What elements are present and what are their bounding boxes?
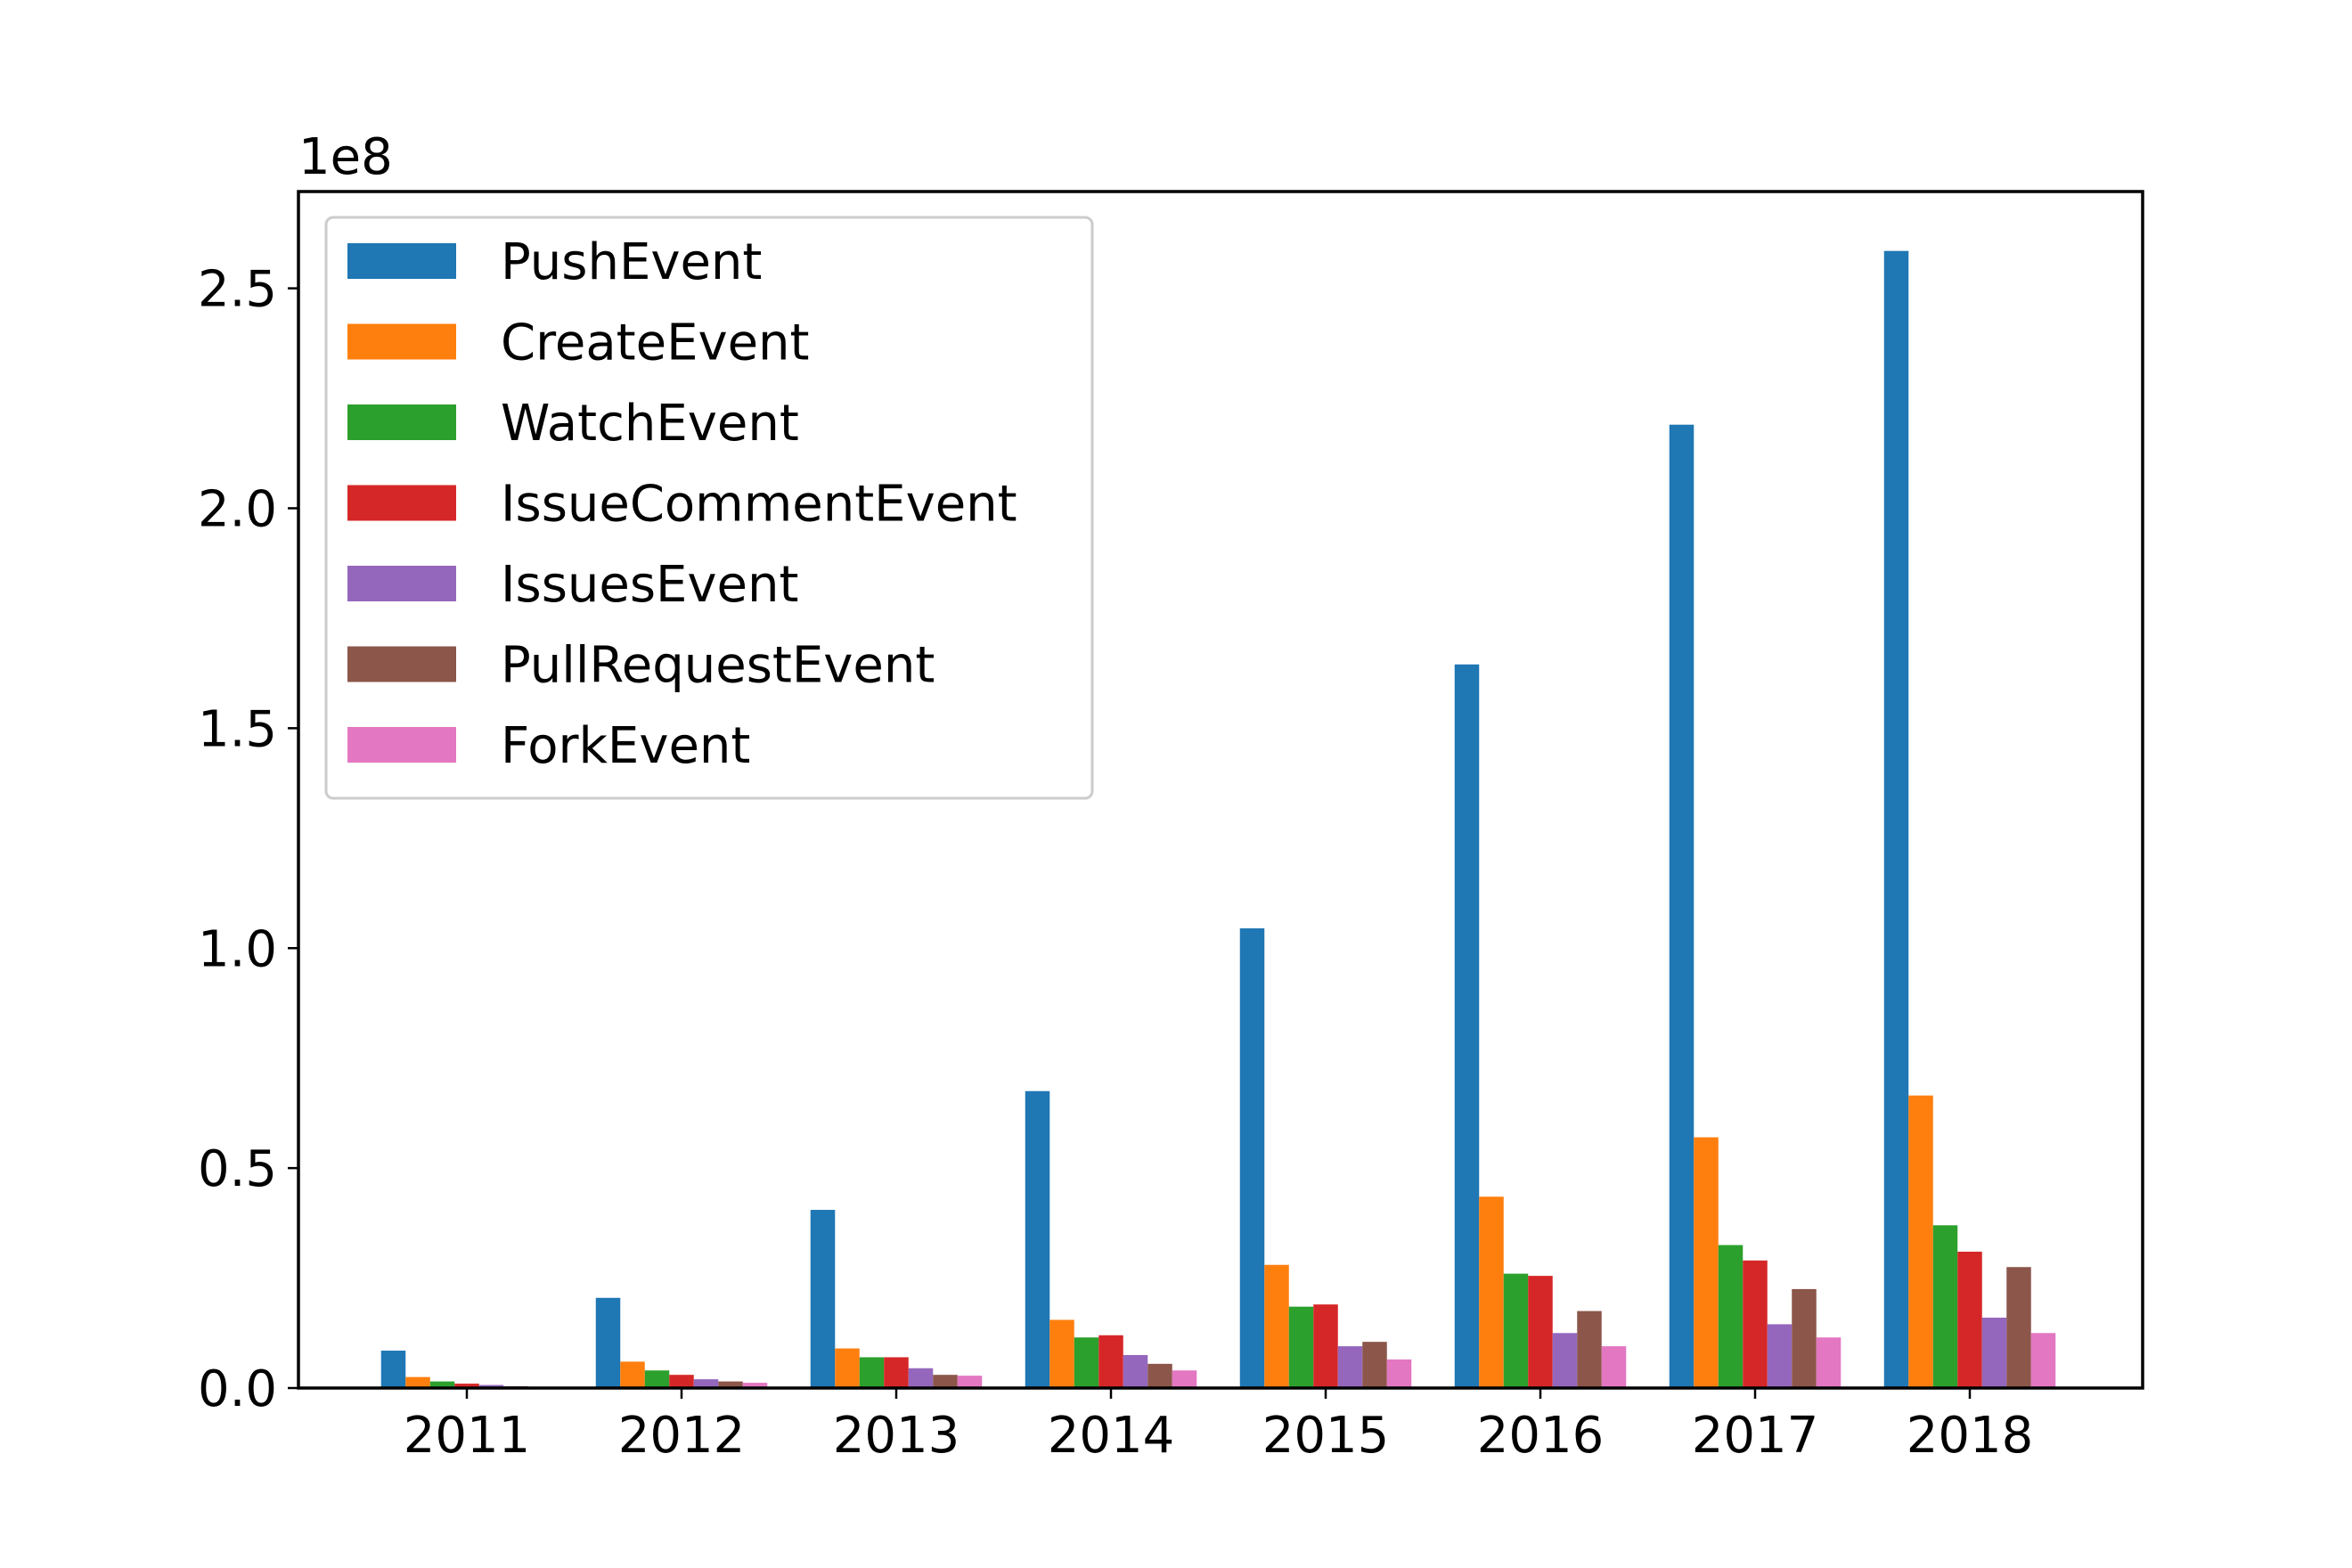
bar-pushevent-2018 <box>1883 250 1909 1388</box>
bar-issuesevent-2017 <box>1767 1324 1793 1388</box>
x-tick-label: 2012 <box>618 1407 746 1465</box>
bar-issuecommentevent-2017 <box>1743 1260 1768 1388</box>
x-axis-ticks: 2011 2012 2013 2014 2015 2016 2017 2018 <box>404 1388 2034 1465</box>
y-tick-label: 0.5 <box>198 1140 277 1198</box>
bar-createevent-2017 <box>1694 1137 1719 1388</box>
y-axis-ticks: 0.0 0.5 1.0 1.5 2.0 2.5 <box>198 261 298 1418</box>
bar-watchevent-2016 <box>1503 1273 1529 1389</box>
bar-issuecommentevent-2014 <box>1098 1335 1123 1388</box>
bar-issuecommentevent-2016 <box>1528 1276 1553 1388</box>
bar-pullrequestevent-2013 <box>933 1375 958 1388</box>
x-tick-label: 2015 <box>1262 1407 1390 1465</box>
bar-pushevent-2011 <box>380 1351 406 1388</box>
bar-pushevent-2012 <box>595 1297 621 1388</box>
legend-swatch-issuesevent <box>347 566 456 601</box>
bar-pullrequestevent-2016 <box>1577 1311 1602 1388</box>
bar-forkevent-2013 <box>957 1376 983 1388</box>
bar-issuesevent-2018 <box>1981 1318 2007 1388</box>
bar-pullrequestevent-2015 <box>1362 1342 1387 1388</box>
bar-forkevent-2018 <box>2030 1333 2056 1388</box>
bar-pullrequestevent-2017 <box>1792 1288 1817 1388</box>
bar-forkevent-2017 <box>1816 1337 1842 1388</box>
y-tick-label: 1.5 <box>198 700 277 758</box>
x-tick-label: 2013 <box>833 1407 960 1465</box>
bar-pushevent-2013 <box>810 1210 836 1388</box>
bar-issuecommentevent-2012 <box>669 1375 694 1388</box>
y-axis-offset-label: 1e8 <box>298 128 393 186</box>
bar-createevent-2018 <box>1908 1095 1933 1388</box>
legend-label-watchevent: WatchEvent <box>501 395 799 453</box>
x-tick-label: 2016 <box>1477 1407 1605 1465</box>
bar-createevent-2014 <box>1049 1319 1074 1388</box>
legend-label-createevent: CreateEvent <box>501 314 810 372</box>
bar-pushevent-2015 <box>1239 928 1265 1388</box>
legend: PushEvent CreateEvent WatchEvent IssueComme… <box>324 216 1094 800</box>
legend-swatch-watchevent <box>347 404 456 440</box>
bar-pushevent-2014 <box>1025 1090 1050 1388</box>
bar-forkevent-2012 <box>742 1383 768 1388</box>
bar-issuesevent-2013 <box>908 1368 934 1388</box>
plot-area-frame <box>297 190 2144 1390</box>
bar-issuesevent-2012 <box>693 1379 719 1389</box>
legend-swatch-pullrequestevent <box>347 646 456 682</box>
legend-label-pullrequestevent: PullRequestEvent <box>501 637 935 695</box>
legend-box <box>324 216 1094 800</box>
legend-swatch-pushevent <box>347 243 456 279</box>
y-tick-label: 0.0 <box>198 1360 277 1418</box>
x-tick-label: 2011 <box>404 1407 531 1465</box>
y-tick-label: 2.0 <box>198 481 277 539</box>
y-tick-label: 1.0 <box>198 920 277 978</box>
legend-label-issuesevent: IssuesEvent <box>501 556 798 614</box>
bar-watchevent-2011 <box>429 1381 455 1388</box>
bar-createevent-2011 <box>405 1376 430 1388</box>
legend-swatch-createevent <box>347 323 456 360</box>
bar-forkevent-2016 <box>1601 1346 1627 1388</box>
bar-pushevent-2016 <box>1454 664 1480 1388</box>
bar-issuesevent-2014 <box>1123 1354 1148 1388</box>
bar-forkevent-2015 <box>1386 1359 1412 1388</box>
bar-pullrequestevent-2018 <box>2006 1267 2031 1388</box>
bar-issuecommentevent-2015 <box>1313 1304 1338 1388</box>
x-tick-label: 2018 <box>1907 1407 2034 1465</box>
bar-issuecommentevent-2013 <box>884 1357 909 1388</box>
bar-pullrequestevent-2014 <box>1147 1363 1172 1388</box>
bar-forkevent-2014 <box>1172 1370 1197 1388</box>
legend-swatch-forkevent <box>347 727 456 763</box>
bar-createevent-2016 <box>1479 1196 1504 1388</box>
bar-issuecommentevent-2018 <box>1957 1251 1982 1388</box>
bar-pullrequestevent-2012 <box>718 1381 743 1388</box>
bar-watchevent-2013 <box>859 1357 885 1388</box>
legend-label-forkevent: ForkEvent <box>501 717 750 775</box>
bar-createevent-2012 <box>620 1361 645 1389</box>
x-tick-label: 2017 <box>1692 1407 1819 1465</box>
bar-createevent-2013 <box>835 1348 860 1388</box>
legend-label-issuecommentevent: IssueCommentEvent <box>501 476 1017 534</box>
bar-watchevent-2017 <box>1718 1245 1744 1388</box>
bar-createevent-2015 <box>1264 1264 1289 1388</box>
bars-group <box>380 250 2056 1389</box>
bar-issuesevent-2015 <box>1337 1346 1363 1388</box>
y-tick-label: 2.5 <box>198 261 277 319</box>
x-tick-label: 2014 <box>1048 1407 1175 1465</box>
bar-watchevent-2015 <box>1288 1306 1314 1388</box>
legend-label-pushevent: PushEvent <box>501 233 762 291</box>
bar-issuesevent-2016 <box>1552 1333 1578 1388</box>
bar-pushevent-2017 <box>1669 424 1695 1389</box>
bar-issuecommentevent-2011 <box>454 1384 479 1388</box>
bar-watchevent-2012 <box>644 1370 670 1388</box>
bar-watchevent-2014 <box>1074 1337 1099 1388</box>
bar-watchevent-2018 <box>1932 1225 1958 1388</box>
legend-swatch-issuecommentevent <box>347 485 456 521</box>
